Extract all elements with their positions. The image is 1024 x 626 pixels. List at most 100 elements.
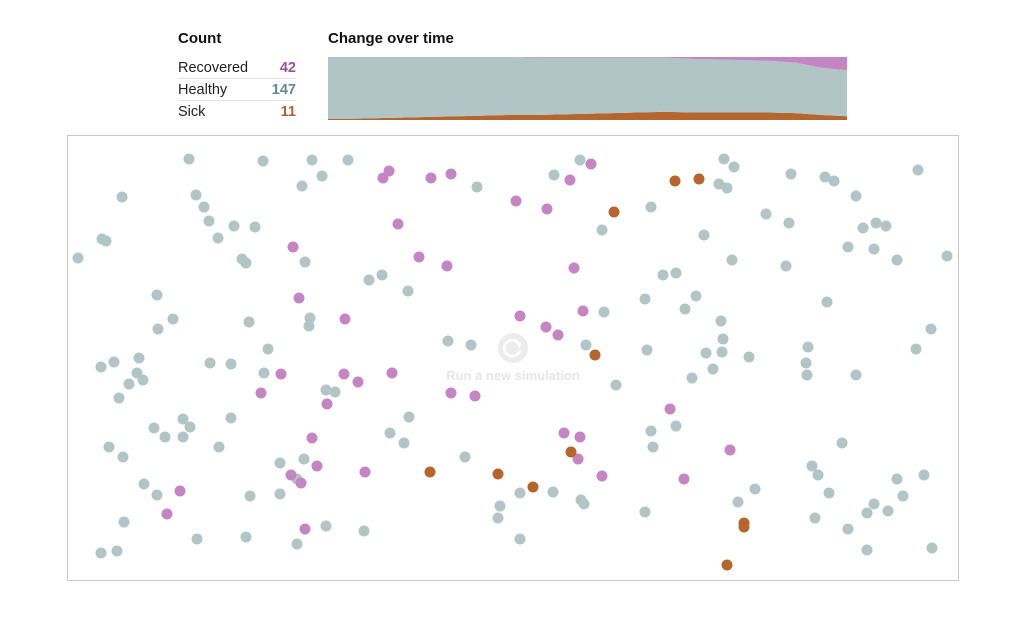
- healthy-dot: [716, 346, 728, 358]
- count-panel: Count Recovered 42 Healthy 147 Sick 11: [178, 30, 296, 123]
- healthy-dot: [819, 171, 831, 183]
- recovered-dot: [377, 172, 389, 184]
- healthy-dot: [836, 437, 848, 449]
- recovered-dot: [441, 260, 453, 272]
- recovered-dot: [469, 390, 481, 402]
- sick-dot: [738, 521, 750, 533]
- sick-dot: [693, 173, 705, 185]
- healthy-dot: [812, 469, 824, 481]
- recovered-dot: [413, 251, 425, 263]
- healthy-dot: [897, 490, 909, 502]
- healthy-dot: [700, 347, 712, 359]
- healthy-dot: [384, 427, 396, 439]
- count-value-recovered: 42: [279, 59, 296, 76]
- recovered-dot: [339, 313, 351, 325]
- recovered-dot: [299, 523, 311, 535]
- change-over-time-panel: Change over time: [328, 30, 848, 120]
- healthy-dot: [800, 357, 812, 369]
- recovered-dot: [585, 158, 597, 170]
- healthy-dot: [329, 386, 341, 398]
- healthy-dot: [492, 512, 504, 524]
- healthy-dot: [152, 323, 164, 335]
- healthy-dot: [376, 269, 388, 281]
- change-over-time-heading: Change over time: [328, 30, 454, 47]
- recovered-dot: [445, 387, 457, 399]
- healthy-dot: [785, 168, 797, 180]
- healthy-dot: [926, 542, 938, 554]
- healthy-dot: [578, 498, 590, 510]
- healthy-dot: [190, 189, 202, 201]
- healthy-dot: [647, 441, 659, 453]
- healthy-dot: [442, 335, 454, 347]
- rerun-simulation-button[interactable]: Run a new simulation: [68, 333, 958, 383]
- healthy-dot: [842, 241, 854, 253]
- healthy-dot: [715, 315, 727, 327]
- healthy-dot: [274, 488, 286, 500]
- recovered-dot: [540, 321, 552, 333]
- recovered-dot: [293, 292, 305, 304]
- recovered-dot: [564, 174, 576, 186]
- healthy-dot: [721, 182, 733, 194]
- healthy-dot: [108, 356, 120, 368]
- simulation-area[interactable]: Run a new simulation: [67, 135, 959, 581]
- healthy-dot: [918, 469, 930, 481]
- count-label-recovered: Recovered: [178, 59, 249, 76]
- healthy-dot: [802, 341, 814, 353]
- recovered-dot: [558, 427, 570, 439]
- healthy-dot: [151, 489, 163, 501]
- recovered-dot: [386, 367, 398, 379]
- healthy-dot: [925, 323, 937, 335]
- healthy-dot: [225, 358, 237, 370]
- healthy-dot: [118, 516, 130, 528]
- healthy-dot: [244, 490, 256, 502]
- recovered-dot: [574, 431, 586, 443]
- healthy-dot: [645, 201, 657, 213]
- healthy-dot: [183, 153, 195, 165]
- recovered-dot: [311, 460, 323, 472]
- healthy-dot: [358, 525, 370, 537]
- healthy-dot: [228, 220, 240, 232]
- healthy-dot: [95, 547, 107, 559]
- recovered-dot: [359, 466, 371, 478]
- area-series-healthy: [328, 57, 847, 119]
- healthy-dot: [213, 441, 225, 453]
- healthy-dot: [123, 378, 135, 390]
- count-row-recovered: Recovered 42: [178, 57, 296, 79]
- healthy-dot: [780, 260, 792, 272]
- healthy-dot: [732, 496, 744, 508]
- sick-dot: [608, 206, 620, 218]
- healthy-dot: [291, 538, 303, 550]
- healthy-dot: [645, 425, 657, 437]
- healthy-dot: [882, 505, 894, 517]
- healthy-dot: [177, 431, 189, 443]
- healthy-dot: [398, 437, 410, 449]
- healthy-dot: [225, 412, 237, 424]
- recovered-dot: [255, 387, 267, 399]
- healthy-dot: [320, 520, 332, 532]
- healthy-dot: [111, 545, 123, 557]
- healthy-dot: [850, 190, 862, 202]
- healthy-dot: [728, 161, 740, 173]
- healthy-dot: [159, 431, 171, 443]
- recovered-dot: [392, 218, 404, 230]
- healthy-dot: [596, 224, 608, 236]
- healthy-dot: [698, 229, 710, 241]
- rerun-simulation-label: Run a new simulation: [446, 368, 580, 383]
- recovered-dot: [275, 368, 287, 380]
- recovered-dot: [541, 203, 553, 215]
- recovered-dot: [577, 305, 589, 317]
- healthy-dot: [198, 201, 210, 213]
- healthy-dot: [783, 217, 795, 229]
- healthy-dot: [95, 361, 107, 373]
- healthy-dot: [316, 170, 328, 182]
- recovered-dot: [338, 368, 350, 380]
- healthy-dot: [151, 289, 163, 301]
- healthy-dot: [823, 487, 835, 499]
- sick-dot: [527, 481, 539, 493]
- sick-dot: [589, 349, 601, 361]
- sick-dot: [492, 468, 504, 480]
- recovered-dot: [552, 329, 564, 341]
- healthy-dot: [240, 531, 252, 543]
- recovered-dot: [510, 195, 522, 207]
- healthy-dot: [320, 384, 332, 396]
